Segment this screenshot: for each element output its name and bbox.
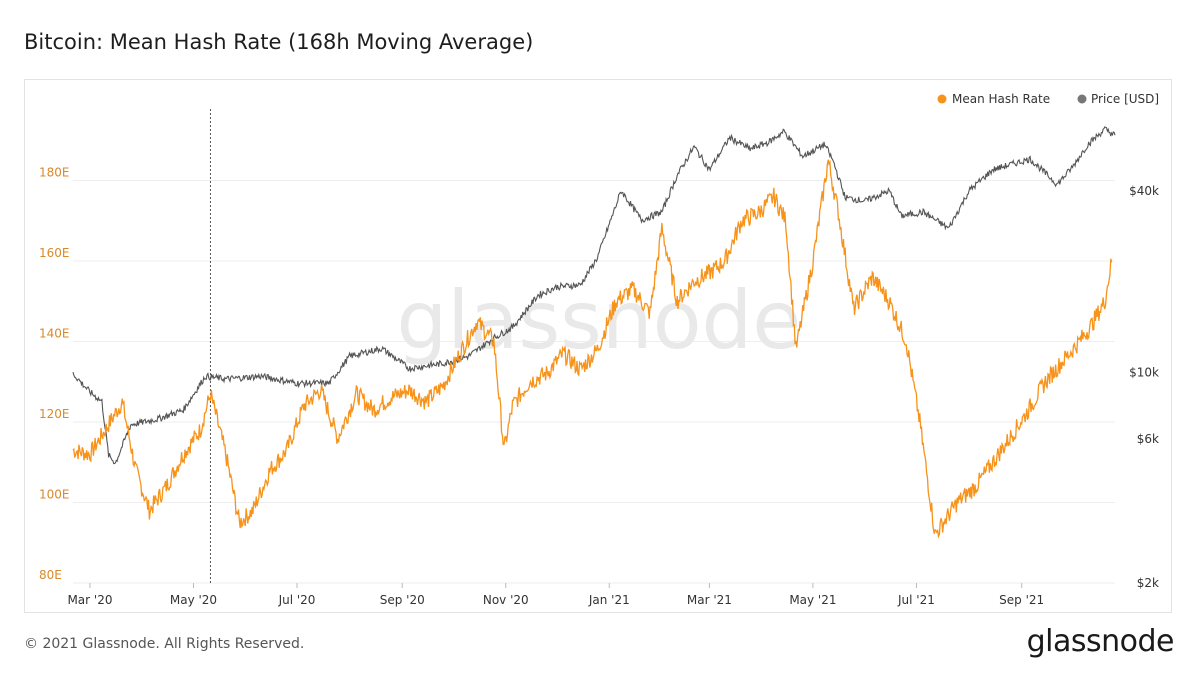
x-axis-tick-label: Sep '20 — [380, 593, 425, 607]
x-axis-tick-label: Mar '20 — [67, 593, 112, 607]
x-axis-tick-label: Jan '21 — [588, 593, 630, 607]
series-line-price[interactable] — [72, 126, 1116, 465]
x-axis-tick-label: Sep '21 — [999, 593, 1044, 607]
left-axis-tick-label: 180E — [39, 166, 70, 180]
left-axis: 80E 100E 120E 140E 160E 180E — [39, 166, 70, 583]
watermark-text: glassnode — [396, 274, 801, 367]
left-axis-tick-label: 160E — [39, 246, 70, 260]
glassnode-logo[interactable]: glassnode — [1026, 624, 1175, 659]
right-axis: $2k $6k $10k $40k — [1129, 184, 1159, 590]
series-line-mean-hash-rate[interactable] — [72, 159, 1113, 539]
left-axis-tick-label: 80E — [39, 568, 62, 582]
left-axis-tick-label: 140E — [39, 327, 70, 341]
right-axis-tick-label: $2k — [1137, 576, 1159, 590]
chart-panel: glassnode 80E 100E 120E 140E 160E 180E $2k $6k… — [24, 79, 1172, 613]
x-axis: Mar '20 May '20 Jul '20 Sep '20 Nov '20 Jan '… — [67, 583, 1044, 607]
x-axis-tick-label: May '20 — [170, 593, 217, 607]
right-axis-tick-label: $40k — [1129, 184, 1159, 198]
x-axis-tick-label: Jul '21 — [897, 593, 935, 607]
right-axis-tick-label: $10k — [1129, 365, 1159, 379]
x-axis-tick-label: Jul '20 — [278, 593, 316, 607]
copyright-text: © 2021 Glassnode. All Rights Reserved. — [24, 636, 305, 652]
x-axis-tick-label: May '21 — [789, 593, 836, 607]
x-axis-tick-label: Mar '21 — [687, 593, 732, 607]
left-axis-tick-label: 120E — [39, 407, 70, 421]
legend-dot-price — [1077, 94, 1087, 104]
grid-lines — [73, 180, 1115, 584]
chart-legend[interactable]: Mean Hash Rate Price [USD] — [937, 92, 1160, 106]
chart-title: Bitcoin: Mean Hash Rate (168h Moving Ave… — [24, 30, 534, 54]
hash-rate-chart[interactable]: glassnode 80E 100E 120E 140E 160E 180E $2k $6k… — [25, 80, 1173, 614]
right-axis-tick-label: $6k — [1137, 432, 1159, 446]
legend-label-price: Price [USD] — [1091, 92, 1159, 106]
left-axis-tick-label: 100E — [39, 488, 70, 502]
legend-dot-mean-hash-rate — [937, 94, 947, 104]
x-axis-tick-label: Nov '20 — [483, 593, 529, 607]
legend-label-mean-hash-rate: Mean Hash Rate — [952, 92, 1050, 106]
